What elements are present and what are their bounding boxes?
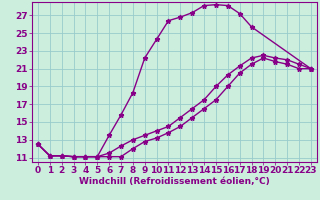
X-axis label: Windchill (Refroidissement éolien,°C): Windchill (Refroidissement éolien,°C) bbox=[79, 177, 270, 186]
